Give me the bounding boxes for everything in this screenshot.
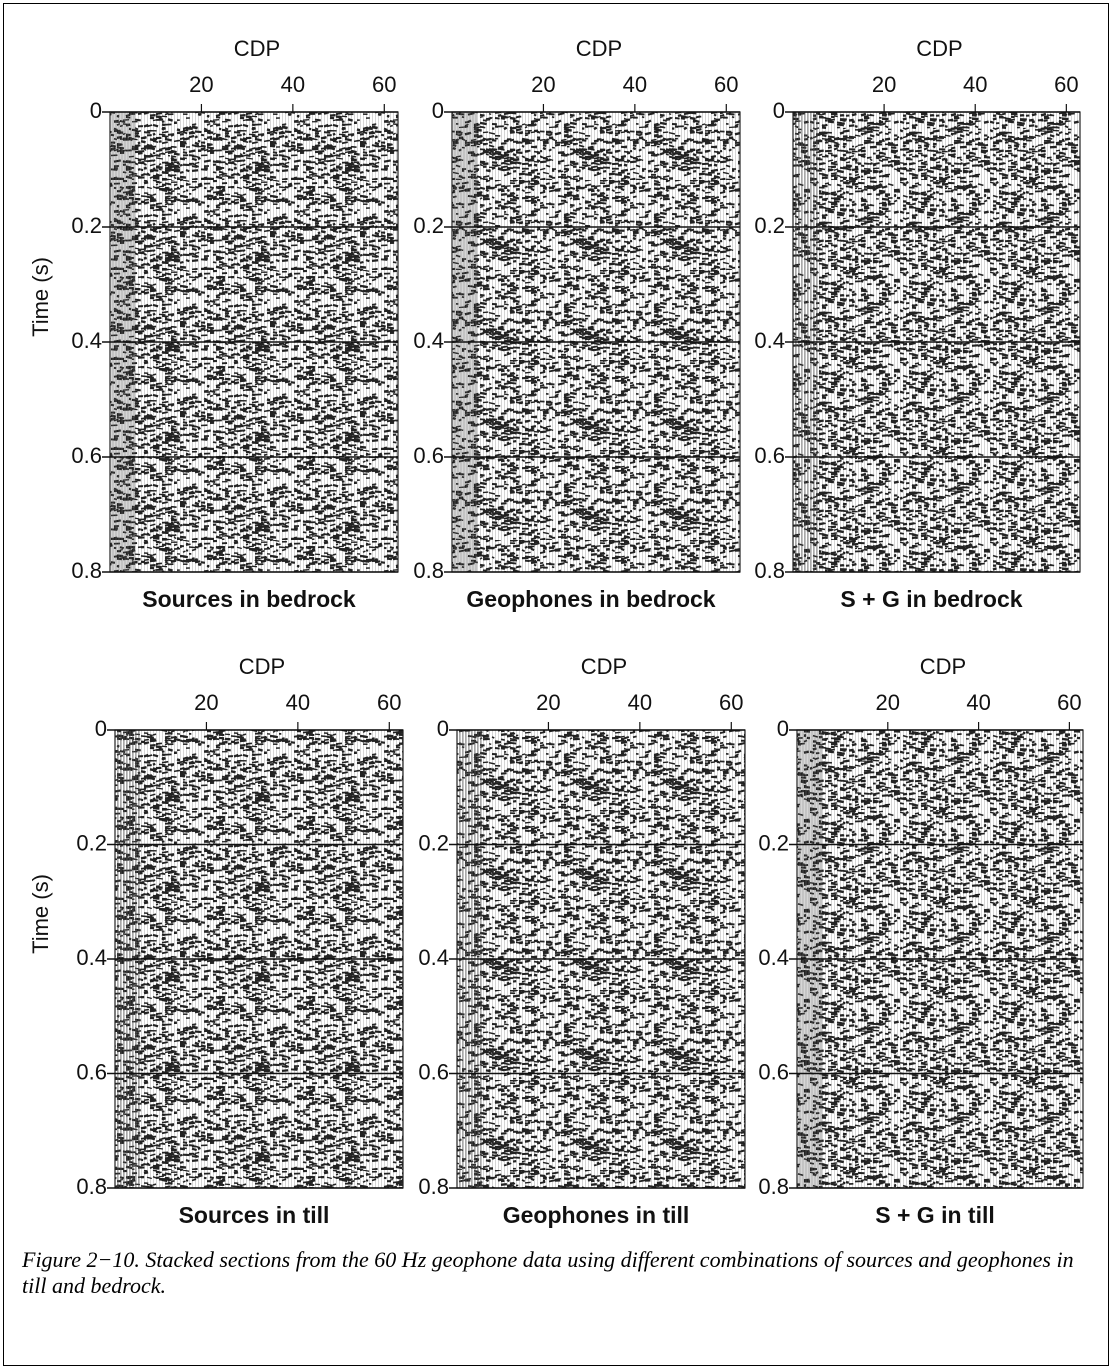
x-tick-label: 60: [714, 72, 738, 97]
panel-label: Sources in till: [179, 1202, 330, 1228]
y-tick-label: 0.6: [71, 443, 102, 468]
panel-label: Sources in bedrock: [142, 586, 356, 612]
y-tick-label: 0: [777, 716, 789, 741]
y-tick-label: 0.4: [71, 328, 102, 353]
x-tick-label: 60: [377, 690, 401, 715]
x-tick-label: 20: [876, 690, 900, 715]
y-tick-label: 0.4: [76, 945, 107, 970]
panel: 0 0.2 0.4 0.6 0.8 20 40 60 CDP Time (s) Sources in…: [28, 36, 399, 612]
panel: 0 0.2 0.4 0.6 0.8 20 40 60 CDP S + G in till: [758, 654, 1084, 1228]
x-axis-label: CDP: [920, 654, 966, 679]
y-tick-label: 0.8: [754, 558, 785, 583]
y-tick-label: 0: [90, 98, 102, 123]
x-tick-label: 20: [189, 72, 213, 97]
y-tick-label: 0.8: [413, 558, 444, 583]
y-tick-label: 0.8: [418, 1174, 449, 1199]
panel: 0 0.2 0.4 0.6 0.8 20 40 60 CDP Geophones in bedro…: [413, 36, 741, 612]
y-tick-label: 0.2: [413, 213, 444, 238]
x-tick-label: 40: [966, 690, 990, 715]
y-tick-label: 0.6: [418, 1059, 449, 1084]
y-tick-label: 0.2: [418, 830, 449, 855]
x-axis-label: CDP: [576, 36, 622, 61]
y-tick-label: 0: [95, 716, 107, 741]
caption: Figure 2−10. Stacked sections from the 6…: [22, 1247, 1074, 1298]
x-tick-label: 60: [719, 690, 743, 715]
y-tick-label: 0.2: [71, 213, 102, 238]
panel-label: S + G in till: [875, 1202, 995, 1228]
figure: 0 0.2 0.4 0.6 0.8 20 40 60 CDP Time (s) Sources in…: [28, 36, 1084, 1228]
y-tick-label: 0.6: [758, 1059, 789, 1084]
x-tick-label: 60: [1054, 72, 1078, 97]
y-tick-label: 0.6: [76, 1059, 107, 1084]
panel-label: Geophones in till: [503, 1202, 690, 1228]
y-tick-label: 0.4: [413, 328, 444, 353]
x-tick-label: 40: [628, 690, 652, 715]
y-tick-label: 0.8: [758, 1174, 789, 1199]
x-tick-label: 40: [963, 72, 987, 97]
x-tick-label: 60: [372, 72, 396, 97]
x-tick-label: 20: [872, 72, 896, 97]
y-tick-label: 0.4: [758, 945, 789, 970]
y-tick-label: 0.8: [76, 1174, 107, 1199]
x-axis-label: CDP: [916, 36, 962, 61]
x-axis-label: CDP: [239, 654, 285, 679]
y-tick-label: 0.6: [754, 443, 785, 468]
x-tick-label: 40: [623, 72, 647, 97]
x-tick-label: 20: [536, 690, 560, 715]
y-tick-label: 0.2: [76, 830, 107, 855]
panel-label: S + G in bedrock: [840, 586, 1022, 612]
x-tick-label: 40: [281, 72, 305, 97]
y-tick-label: 0.2: [754, 213, 785, 238]
x-tick-label: 20: [194, 690, 218, 715]
x-tick-label: 40: [286, 690, 310, 715]
panel-label: Geophones in bedrock: [466, 586, 715, 612]
y-tick-label: 0: [773, 98, 785, 123]
x-axis-label: CDP: [234, 36, 280, 61]
panel: 0 0.2 0.4 0.6 0.8 20 40 60 CDP Time (s) Sources in…: [28, 654, 404, 1228]
y-tick-label: 0: [432, 98, 444, 123]
y-tick-label: 0.4: [754, 328, 785, 353]
panel: 0 0.2 0.4 0.6 0.8 20 40 60 CDP S + G in bedrock: [754, 36, 1081, 612]
y-axis-label: Time (s): [28, 257, 53, 337]
figure-frame: [3, 3, 1109, 1366]
x-tick-label: 20: [531, 72, 555, 97]
y-tick-label: 0.4: [418, 945, 449, 970]
y-tick-label: 0.2: [758, 830, 789, 855]
y-axis-label: Time (s): [28, 874, 53, 954]
x-tick-label: 60: [1057, 690, 1081, 715]
x-axis-label: CDP: [581, 654, 627, 679]
panel: 0 0.2 0.4 0.6 0.8 20 40 60 CDP Geophones in till: [418, 654, 746, 1228]
y-tick-label: 0.8: [71, 558, 102, 583]
y-tick-label: 0: [437, 716, 449, 741]
y-tick-label: 0.6: [413, 443, 444, 468]
